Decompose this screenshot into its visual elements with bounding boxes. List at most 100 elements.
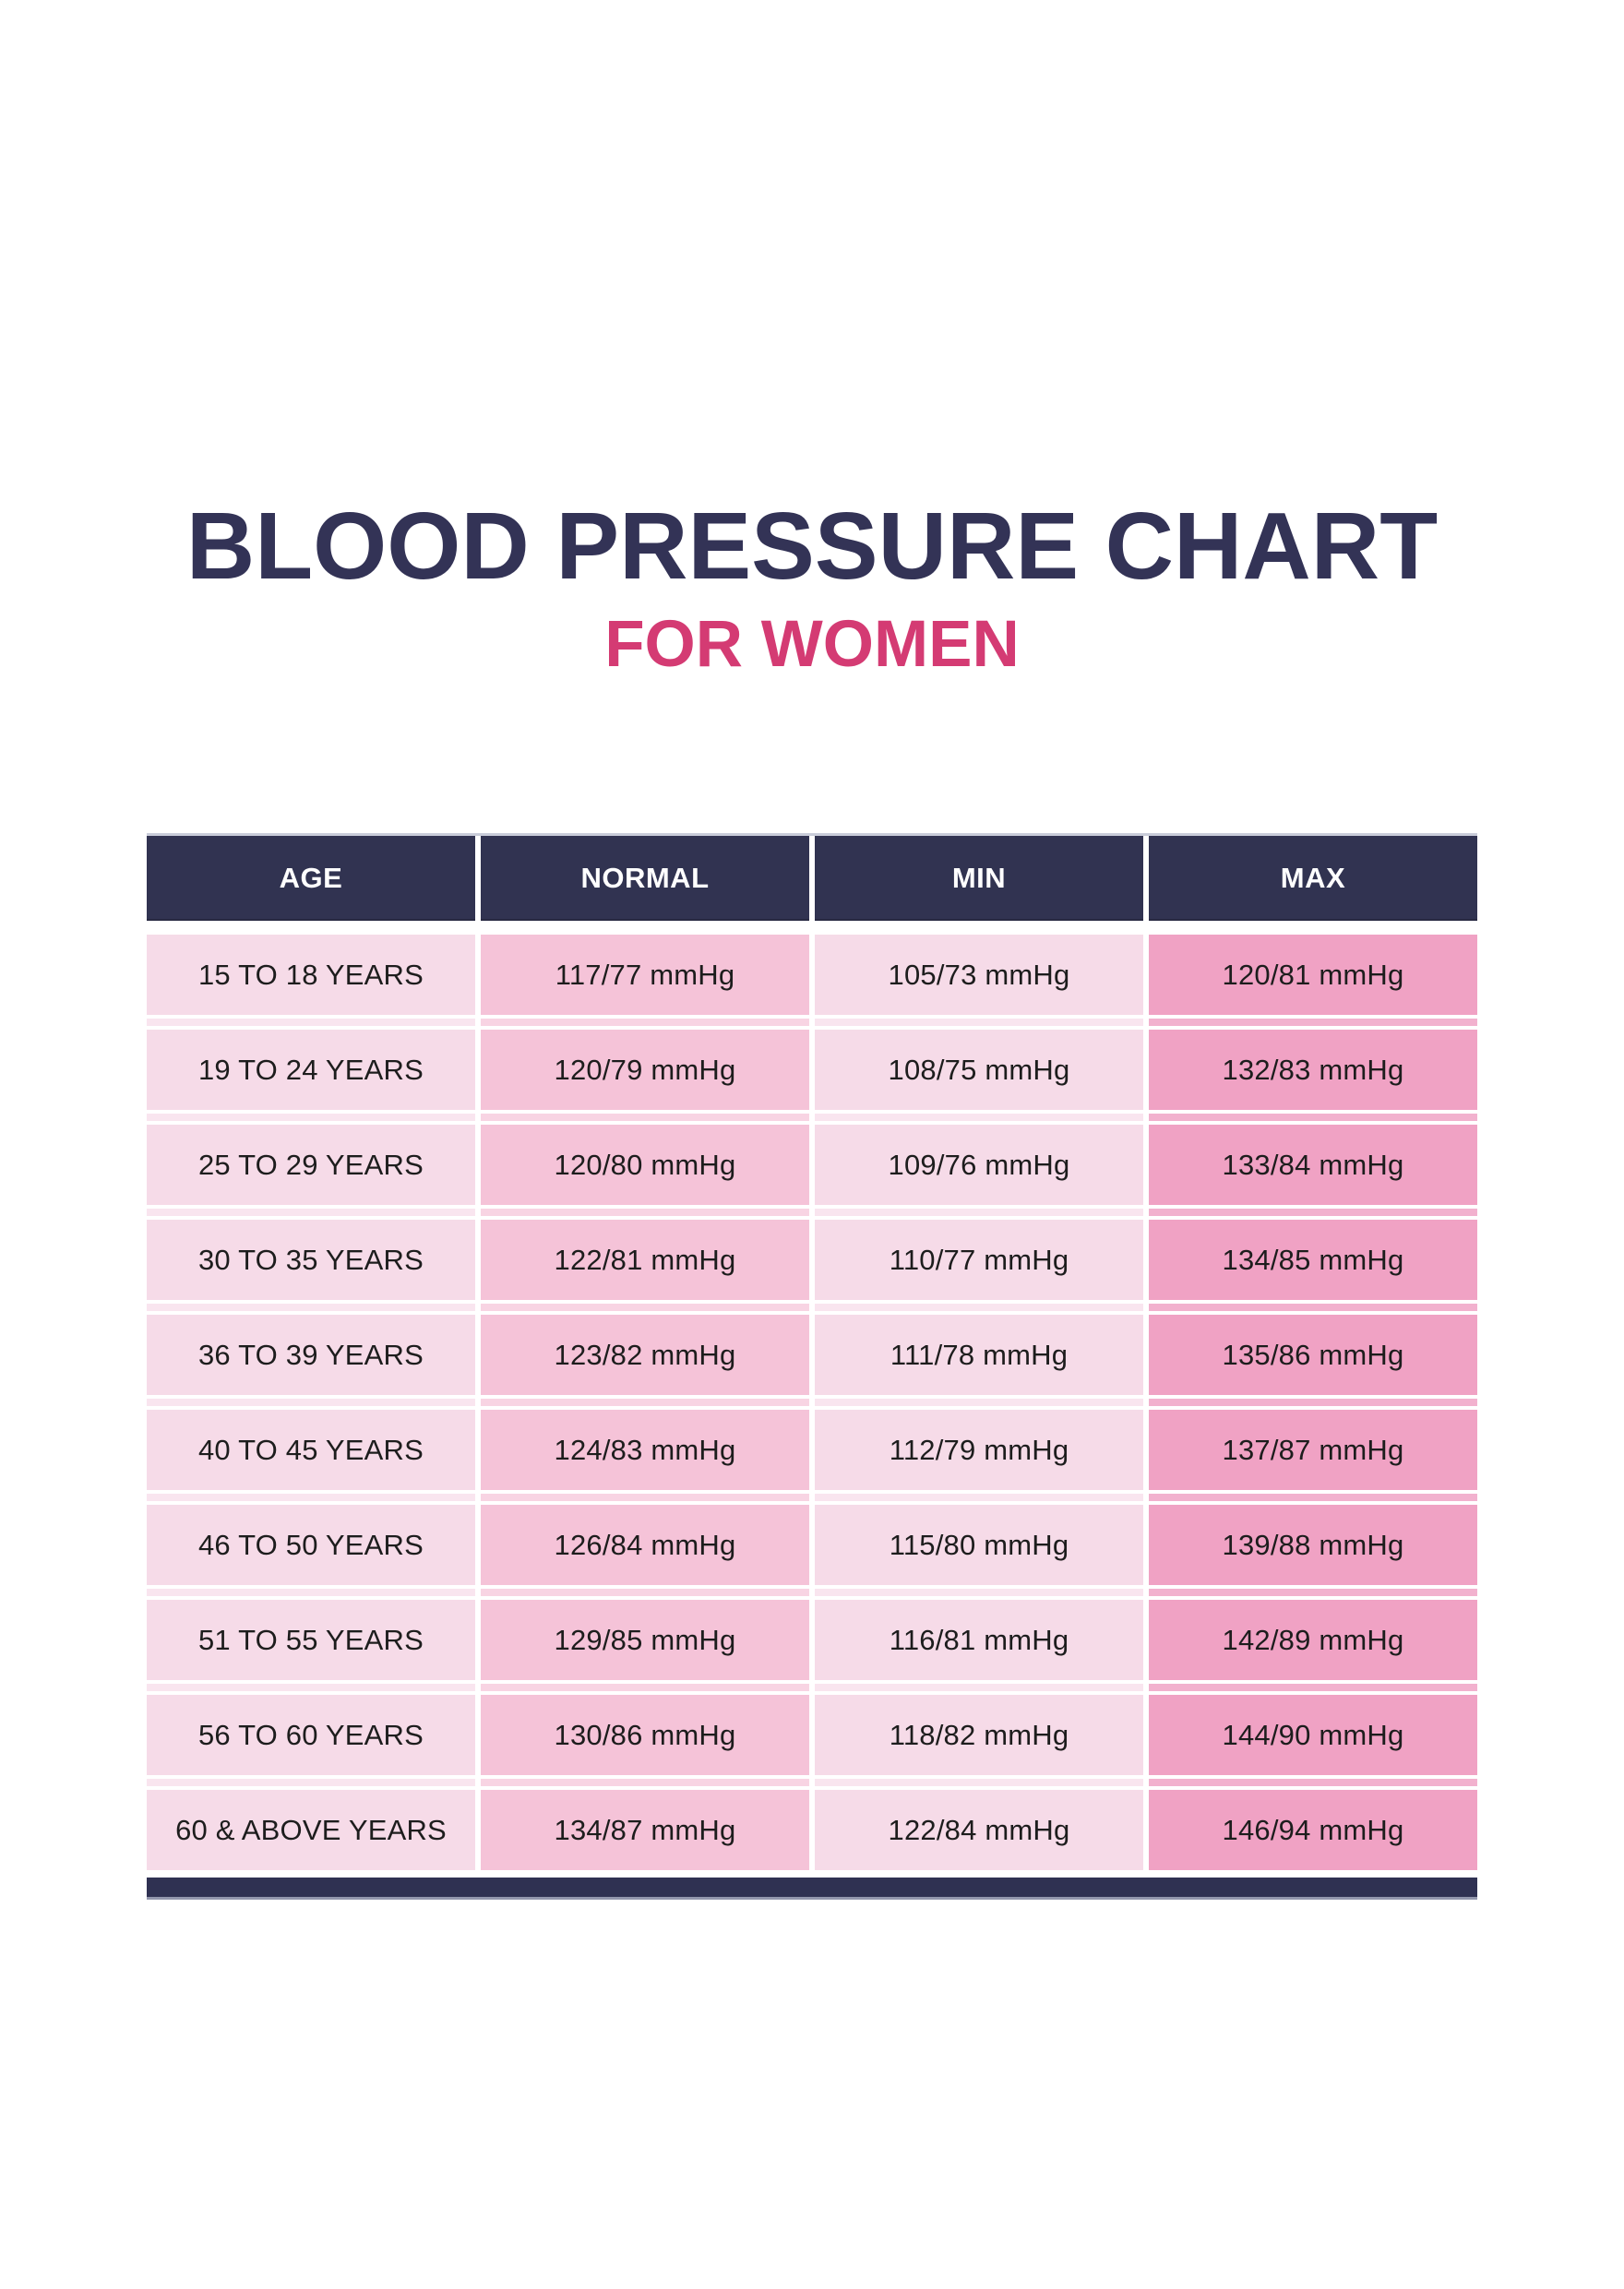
- table-row: 30 TO 35 YEARS 122/81 mmHg 110/77 mmHg 1…: [147, 1220, 1477, 1300]
- divider-strip: [815, 1589, 1143, 1596]
- column-header-age: AGE: [147, 836, 475, 921]
- row-divider: [147, 1019, 1477, 1026]
- table-row: 56 TO 60 YEARS 130/86 mmHg 118/82 mmHg 1…: [147, 1695, 1477, 1775]
- divider-strip: [1149, 1589, 1477, 1596]
- divider-strip: [815, 1209, 1143, 1216]
- column-header-max: MAX: [1149, 836, 1477, 921]
- max-cell: 135/86 mmHg: [1149, 1315, 1477, 1395]
- table-row: 36 TO 39 YEARS 123/82 mmHg 111/78 mmHg 1…: [147, 1315, 1477, 1395]
- age-cell: 30 TO 35 YEARS: [147, 1220, 475, 1300]
- age-cell: 51 TO 55 YEARS: [147, 1600, 475, 1680]
- normal-cell: 123/82 mmHg: [481, 1315, 809, 1395]
- max-cell: 120/81 mmHg: [1149, 935, 1477, 1015]
- row-divider: [147, 1399, 1477, 1406]
- page-title: BLOOD PRESSURE CHART: [185, 493, 1439, 599]
- min-cell: 105/73 mmHg: [815, 935, 1143, 1015]
- divider-strip: [1149, 1114, 1477, 1121]
- divider-strip: [1149, 1304, 1477, 1311]
- max-cell: 142/89 mmHg: [1149, 1600, 1477, 1680]
- normal-cell: 130/86 mmHg: [481, 1695, 809, 1775]
- normal-cell: 124/83 mmHg: [481, 1410, 809, 1490]
- table-header-row: AGE NORMAL MIN MAX: [147, 833, 1477, 921]
- divider-strip: [481, 1589, 809, 1596]
- age-cell: 40 TO 45 YEARS: [147, 1410, 475, 1490]
- divider-strip: [815, 1304, 1143, 1311]
- column-header-normal: NORMAL: [481, 836, 809, 921]
- divider-strip: [147, 1684, 475, 1691]
- divider-strip: [1149, 1209, 1477, 1216]
- divider-strip: [147, 1399, 475, 1406]
- divider-strip: [147, 1114, 475, 1121]
- row-divider: [147, 1209, 1477, 1216]
- divider-strip: [481, 1494, 809, 1501]
- divider-strip: [481, 1684, 809, 1691]
- divider-strip: [815, 1494, 1143, 1501]
- row-divider: [147, 1114, 1477, 1121]
- normal-cell: 117/77 mmHg: [481, 935, 809, 1015]
- divider-strip: [481, 1019, 809, 1026]
- normal-cell: 120/79 mmHg: [481, 1030, 809, 1110]
- divider-strip: [147, 1589, 475, 1596]
- min-cell: 109/76 mmHg: [815, 1125, 1143, 1205]
- divider-strip: [147, 1209, 475, 1216]
- min-cell: 112/79 mmHg: [815, 1410, 1143, 1490]
- max-cell: 139/88 mmHg: [1149, 1505, 1477, 1585]
- row-divider: [147, 1304, 1477, 1311]
- divider-strip: [147, 1019, 475, 1026]
- min-cell: 110/77 mmHg: [815, 1220, 1143, 1300]
- row-divider: [147, 1494, 1477, 1501]
- divider-strip: [1149, 1019, 1477, 1026]
- normal-cell: 134/87 mmHg: [481, 1790, 809, 1870]
- divider-strip: [815, 1399, 1143, 1406]
- divider-strip: [815, 1684, 1143, 1691]
- divider-strip: [481, 1304, 809, 1311]
- normal-cell: 126/84 mmHg: [481, 1505, 809, 1585]
- divider-strip: [481, 1209, 809, 1216]
- table-footer-bar: [147, 1878, 1477, 1900]
- max-cell: 133/84 mmHg: [1149, 1125, 1477, 1205]
- age-cell: 56 TO 60 YEARS: [147, 1695, 475, 1775]
- min-cell: 116/81 mmHg: [815, 1600, 1143, 1680]
- divider-strip: [815, 1114, 1143, 1121]
- age-cell: 25 TO 29 YEARS: [147, 1125, 475, 1205]
- divider-strip: [1149, 1494, 1477, 1501]
- divider-strip: [147, 1304, 475, 1311]
- age-cell: 15 TO 18 YEARS: [147, 935, 475, 1015]
- max-cell: 137/87 mmHg: [1149, 1410, 1477, 1490]
- divider-strip: [147, 1779, 475, 1786]
- normal-cell: 129/85 mmHg: [481, 1600, 809, 1680]
- min-cell: 111/78 mmHg: [815, 1315, 1143, 1395]
- divider-strip: [1149, 1399, 1477, 1406]
- age-cell: 36 TO 39 YEARS: [147, 1315, 475, 1395]
- page-subtitle: FOR WOMEN: [604, 608, 1020, 681]
- blood-pressure-table: AGE NORMAL MIN MAX 15 TO 18 YEARS 117/77…: [147, 833, 1477, 1900]
- normal-cell: 122/81 mmHg: [481, 1220, 809, 1300]
- column-header-min: MIN: [815, 836, 1143, 921]
- max-cell: 134/85 mmHg: [1149, 1220, 1477, 1300]
- table-row: 60 & ABOVE YEARS 134/87 mmHg 122/84 mmHg…: [147, 1790, 1477, 1870]
- divider-strip: [815, 1019, 1143, 1026]
- min-cell: 122/84 mmHg: [815, 1790, 1143, 1870]
- divider-strip: [1149, 1684, 1477, 1691]
- age-cell: 60 & ABOVE YEARS: [147, 1790, 475, 1870]
- table-row: 15 TO 18 YEARS 117/77 mmHg 105/73 mmHg 1…: [147, 935, 1477, 1015]
- max-cell: 146/94 mmHg: [1149, 1790, 1477, 1870]
- divider-strip: [481, 1114, 809, 1121]
- table-row: 46 TO 50 YEARS 126/84 mmHg 115/80 mmHg 1…: [147, 1505, 1477, 1585]
- divider-strip: [1149, 1779, 1477, 1786]
- row-divider: [147, 1589, 1477, 1596]
- min-cell: 118/82 mmHg: [815, 1695, 1143, 1775]
- row-divider: [147, 1779, 1477, 1786]
- table-row: 51 TO 55 YEARS 129/85 mmHg 116/81 mmHg 1…: [147, 1600, 1477, 1680]
- max-cell: 144/90 mmHg: [1149, 1695, 1477, 1775]
- divider-strip: [815, 1779, 1143, 1786]
- table-row: 40 TO 45 YEARS 124/83 mmHg 112/79 mmHg 1…: [147, 1410, 1477, 1490]
- min-cell: 108/75 mmHg: [815, 1030, 1143, 1110]
- max-cell: 132/83 mmHg: [1149, 1030, 1477, 1110]
- table-row: 25 TO 29 YEARS 120/80 mmHg 109/76 mmHg 1…: [147, 1125, 1477, 1205]
- age-cell: 46 TO 50 YEARS: [147, 1505, 475, 1585]
- age-cell: 19 TO 24 YEARS: [147, 1030, 475, 1110]
- table-row: 19 TO 24 YEARS 120/79 mmHg 108/75 mmHg 1…: [147, 1030, 1477, 1110]
- normal-cell: 120/80 mmHg: [481, 1125, 809, 1205]
